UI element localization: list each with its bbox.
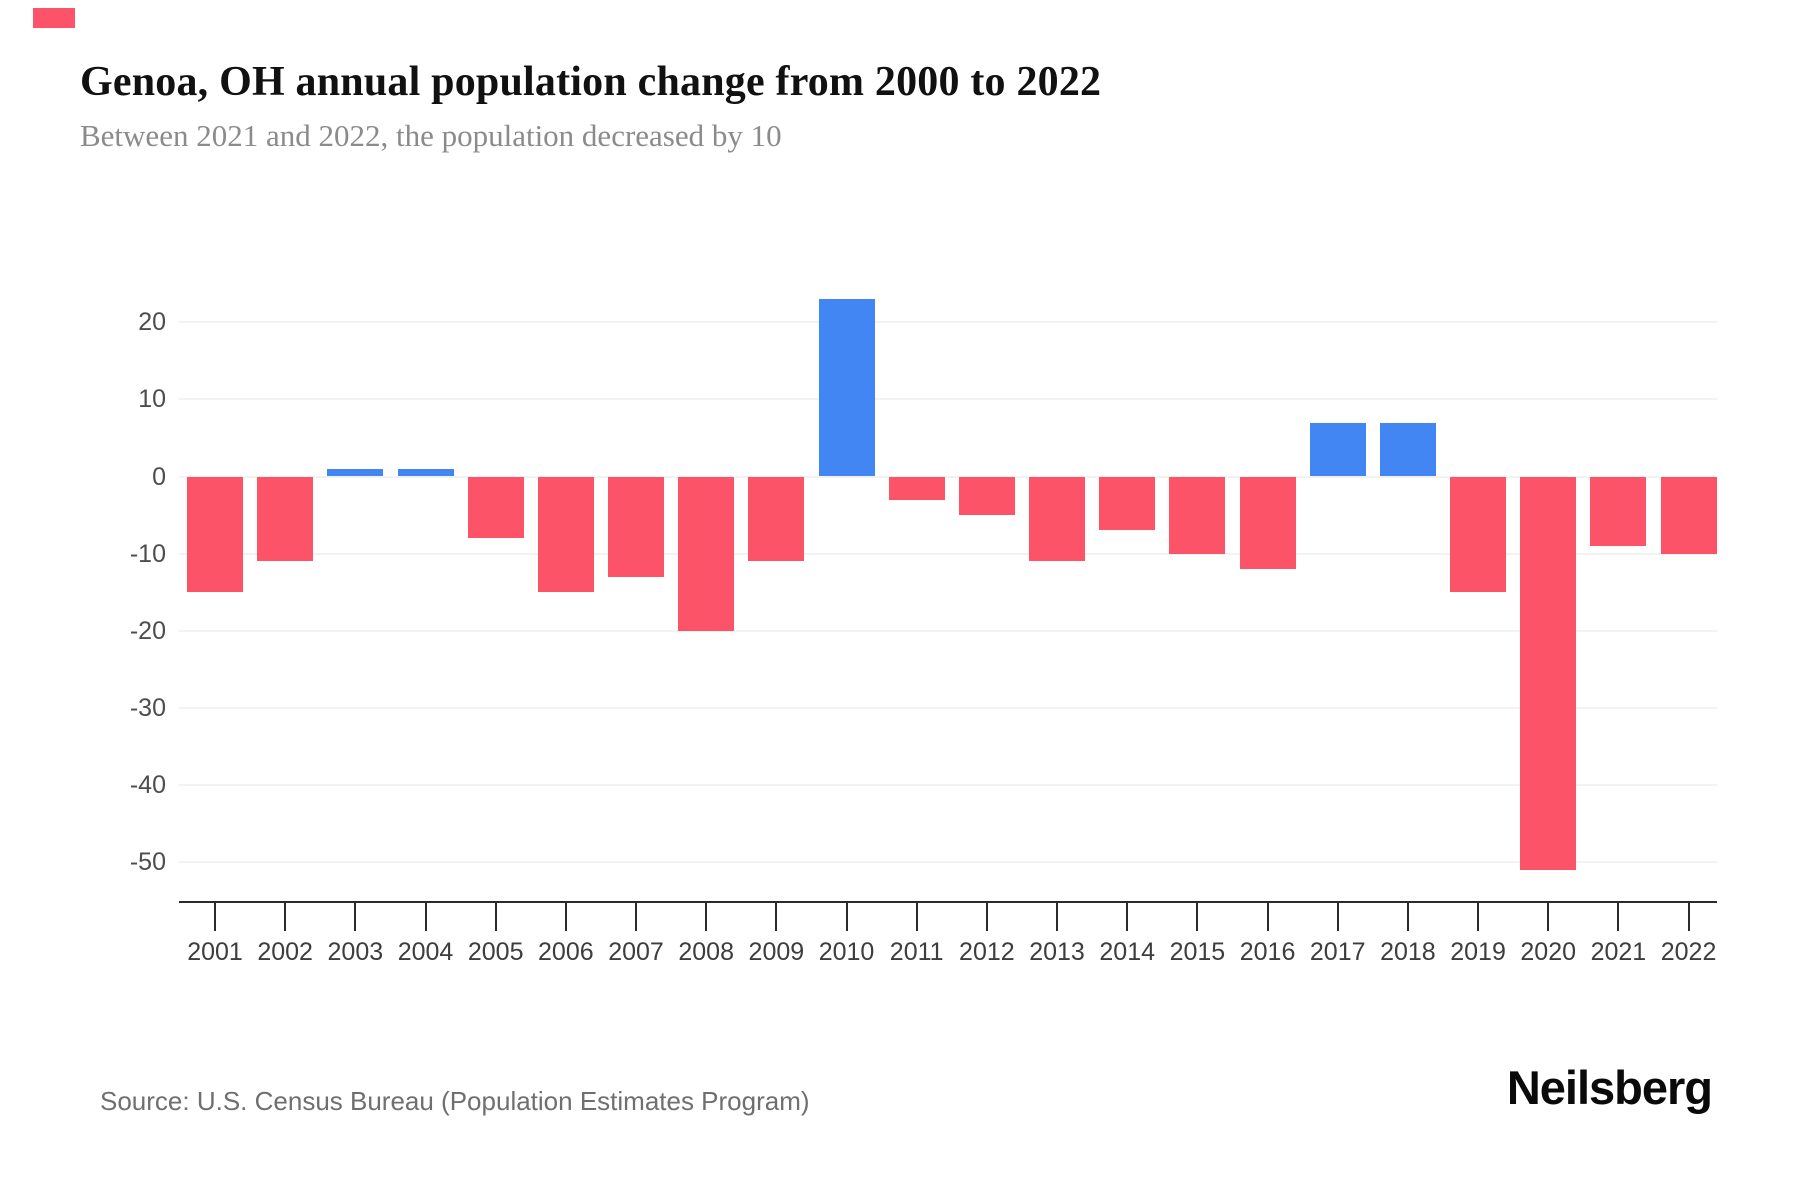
bar-2022[interactable] — [1660, 476, 1717, 554]
x-axis-label-2022: 2022 — [1660, 938, 1717, 966]
corner-marker — [33, 8, 75, 28]
bar-2005[interactable] — [467, 476, 524, 539]
x-axis-label-2021: 2021 — [1590, 938, 1647, 966]
x-tick-2018 — [1406, 901, 1409, 931]
x-axis-label-2017: 2017 — [1309, 938, 1366, 966]
gridline-y--10 — [179, 552, 1717, 555]
brand-logo: Neilsberg — [1506, 1061, 1713, 1114]
bar-2002[interactable] — [257, 476, 314, 562]
y-axis-tick-label: -40 — [129, 770, 166, 799]
x-tick-2017 — [1336, 901, 1339, 931]
x-axis-label-2004: 2004 — [397, 938, 454, 966]
y-axis-tick-label: -10 — [129, 539, 166, 568]
x-axis-label-2001: 2001 — [187, 938, 243, 966]
x-tick-2014 — [1126, 901, 1129, 931]
gridline-y--40 — [179, 783, 1717, 786]
x-tick-2021 — [1617, 901, 1620, 931]
x-axis-label-2005: 2005 — [467, 938, 524, 966]
bar-2004[interactable] — [397, 468, 454, 477]
x-axis-label-2003: 2003 — [327, 938, 384, 966]
y-axis-tick-label: -50 — [129, 848, 166, 876]
x-tick-2011 — [915, 901, 918, 931]
y-axis-tick-label: -20 — [129, 616, 166, 645]
x-tick-2015 — [1196, 901, 1199, 931]
gridline-y--20 — [179, 629, 1717, 632]
x-axis-label-2020: 2020 — [1520, 938, 1577, 966]
bar-2018[interactable] — [1379, 422, 1436, 477]
y-axis-tick-label: 0 — [152, 462, 166, 491]
bar-2016[interactable] — [1239, 476, 1296, 570]
bar-2010[interactable] — [818, 299, 875, 477]
bar-2014[interactable] — [1099, 476, 1156, 531]
bar-2017[interactable] — [1309, 422, 1366, 477]
y-axis-tick-label: -30 — [129, 693, 166, 722]
x-tick-2002 — [284, 901, 287, 931]
chart-title: Genoa, OH annual population change from … — [80, 59, 1102, 105]
x-tick-2008 — [705, 901, 708, 931]
x-axis-label-2012: 2012 — [959, 938, 1015, 966]
gridline-y--50 — [179, 861, 1717, 863]
bar-2020[interactable] — [1520, 476, 1577, 870]
x-tick-2022 — [1687, 901, 1690, 931]
x-axis-label-2015: 2015 — [1169, 938, 1226, 966]
x-tick-2005 — [494, 901, 497, 931]
bar-2013[interactable] — [1029, 476, 1086, 562]
x-tick-2006 — [564, 901, 567, 931]
x-tick-2020 — [1547, 901, 1550, 931]
y-axis-tick-label: 10 — [138, 385, 166, 414]
x-axis-label-2009: 2009 — [748, 938, 805, 966]
x-axis-label-2013: 2013 — [1029, 938, 1085, 966]
x-tick-2009 — [775, 901, 778, 931]
bar-2021[interactable] — [1590, 476, 1647, 546]
x-axis-label-2006: 2006 — [538, 938, 594, 966]
x-tick-2013 — [1056, 901, 1059, 931]
x-tick-2012 — [985, 901, 988, 931]
gridline-y-10 — [179, 398, 1717, 401]
bar-2011[interactable] — [888, 476, 945, 500]
x-axis-label-2019: 2019 — [1450, 938, 1506, 966]
chart-subtitle: Between 2021 and 2022, the population de… — [80, 118, 782, 153]
x-axis-label-2008: 2008 — [678, 938, 734, 966]
x-tick-2001 — [214, 901, 216, 931]
bar-2012[interactable] — [958, 476, 1015, 516]
x-tick-2004 — [424, 901, 427, 931]
x-axis-label-2014: 2014 — [1099, 938, 1156, 966]
x-tick-2019 — [1477, 901, 1480, 931]
bar-2007[interactable] — [608, 476, 665, 577]
bar-2009[interactable] — [748, 476, 805, 562]
y-axis-tick-label: 20 — [138, 308, 166, 337]
bar-2008[interactable] — [678, 476, 735, 631]
bar-2001[interactable] — [187, 476, 243, 593]
x-axis-line — [179, 901, 1717, 903]
gridline-y-0 — [179, 475, 1717, 478]
x-axis-label-2018: 2018 — [1380, 938, 1436, 966]
gridline-y-20 — [179, 321, 1717, 324]
x-tick-2010 — [845, 901, 848, 931]
x-axis-label-2016: 2016 — [1239, 938, 1296, 966]
gridline-y--30 — [179, 706, 1717, 709]
bar-2003[interactable] — [327, 468, 384, 477]
source-note: Source: U.S. Census Bureau (Population E… — [100, 1086, 810, 1116]
x-axis-label-2010: 2010 — [818, 938, 875, 966]
x-axis-label-2002: 2002 — [257, 938, 313, 966]
bar-2019[interactable] — [1450, 476, 1507, 593]
x-axis-label-2011: 2011 — [889, 938, 944, 966]
x-tick-2016 — [1266, 901, 1269, 931]
x-tick-2003 — [354, 901, 357, 931]
bar-2015[interactable] — [1169, 476, 1226, 554]
x-tick-2007 — [635, 901, 638, 931]
x-axis-label-2007: 2007 — [608, 938, 664, 966]
bar-2006[interactable] — [537, 476, 594, 593]
